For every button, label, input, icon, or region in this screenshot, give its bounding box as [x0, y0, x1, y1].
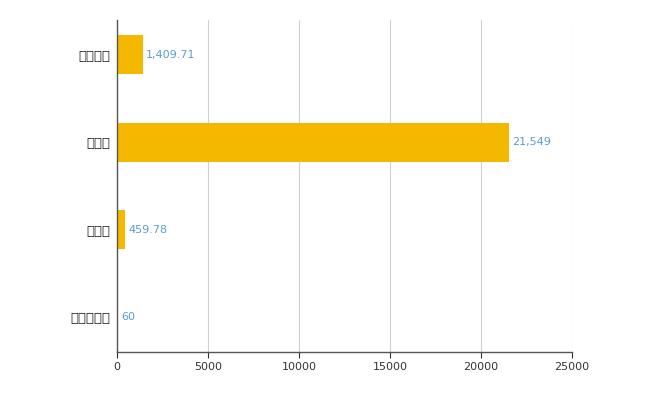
- Bar: [117, 210, 125, 250]
- Bar: [117, 35, 142, 74]
- Text: 459.78: 459.78: [128, 225, 167, 235]
- Text: 1,409.71: 1,409.71: [146, 50, 195, 60]
- Text: 21,549: 21,549: [512, 137, 551, 147]
- Bar: [117, 298, 118, 337]
- Bar: [117, 122, 509, 162]
- Text: 60: 60: [121, 312, 135, 322]
